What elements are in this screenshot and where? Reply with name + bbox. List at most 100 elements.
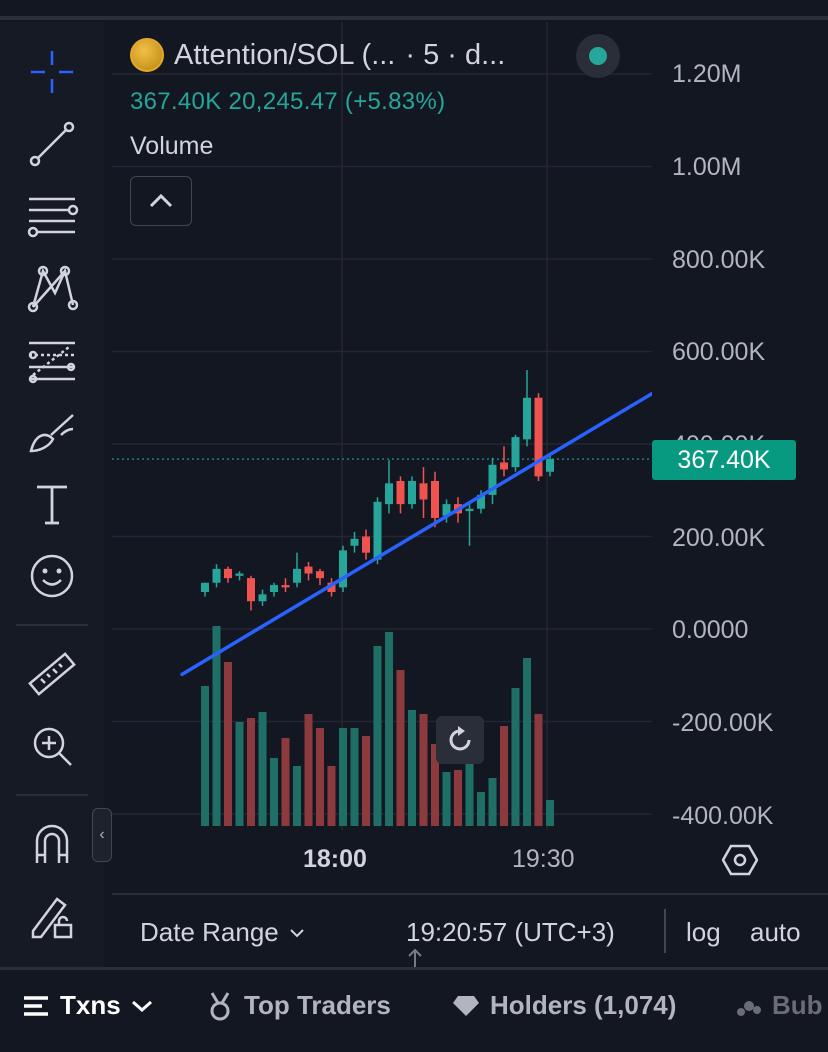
trend-line-icon[interactable] bbox=[20, 112, 84, 176]
candle-body bbox=[304, 566, 313, 574]
tab-txns[interactable]: Txns bbox=[22, 990, 153, 1021]
price-tick: 1.00M bbox=[672, 153, 742, 181]
volume-bar bbox=[500, 726, 508, 826]
candle-body bbox=[212, 568, 221, 583]
candle-body bbox=[477, 494, 485, 509]
date-range-label: Date Range bbox=[140, 917, 279, 947]
chart-canvas[interactable] bbox=[112, 22, 652, 830]
volume-indicator-label[interactable]: Volume bbox=[130, 132, 214, 160]
candle-body bbox=[281, 585, 290, 588]
bottom-divider bbox=[664, 909, 666, 953]
symbol-title[interactable]: Attention/SOL (... bbox=[174, 38, 396, 71]
chart-settings-icon[interactable] bbox=[721, 844, 759, 881]
zoom-icon[interactable] bbox=[20, 714, 84, 778]
fib-icon[interactable] bbox=[20, 328, 84, 392]
volume-bar bbox=[212, 626, 221, 826]
status-dot-icon bbox=[589, 47, 607, 65]
volume-bar bbox=[385, 632, 393, 826]
auto-toggle[interactable]: auto bbox=[750, 917, 801, 947]
brush-icon[interactable] bbox=[20, 400, 84, 464]
toolbar-divider-2 bbox=[16, 794, 88, 796]
crosshair-icon[interactable] bbox=[20, 40, 84, 104]
quote-line: 367.40K 20,245.47 (+5.83%) bbox=[130, 88, 445, 116]
chevron-up-icon bbox=[149, 193, 173, 208]
volume-bar bbox=[304, 714, 313, 826]
tab-holders-label: Holders (1,074) bbox=[490, 990, 677, 1020]
candle-body bbox=[316, 571, 324, 579]
date-range-dropdown[interactable]: Date Range bbox=[140, 917, 305, 948]
volume-bar bbox=[431, 744, 439, 826]
tab-txns-label: Txns bbox=[60, 990, 121, 1020]
volume-bar bbox=[396, 670, 405, 826]
price-tick: -400.00K bbox=[672, 802, 774, 830]
candle-body bbox=[201, 582, 209, 592]
volume-bar bbox=[201, 686, 209, 826]
candle-body bbox=[534, 397, 543, 477]
tab-holders[interactable]: Holders (1,074) bbox=[452, 990, 676, 1021]
candle-body bbox=[465, 508, 474, 512]
volume-bar bbox=[258, 712, 267, 826]
candle-body bbox=[396, 481, 405, 505]
tab-bubble-label: Bub bbox=[772, 990, 823, 1020]
price-tick: -200.00K bbox=[672, 709, 774, 737]
magnet-icon[interactable] bbox=[20, 812, 84, 876]
candle-body bbox=[373, 501, 382, 560]
candle-body bbox=[546, 459, 554, 472]
top-bar bbox=[0, 0, 828, 22]
candle-body bbox=[350, 538, 359, 546]
interval-label[interactable]: · 5 · d... bbox=[405, 38, 506, 71]
quote-price: 367.40K bbox=[130, 88, 222, 115]
volume-bar bbox=[477, 792, 485, 826]
candle-body bbox=[488, 464, 497, 495]
timezone-clock[interactable]: 19:20:57 (UTC+3) bbox=[406, 917, 615, 947]
price-axis[interactable]: 1.20M 1.00M 800.00K 600.00K 400.00K 200.… bbox=[652, 22, 828, 830]
candle-body bbox=[511, 437, 520, 468]
volume-bar bbox=[316, 728, 324, 826]
candle-body bbox=[258, 594, 267, 602]
volume-bar bbox=[454, 770, 462, 826]
volume-bar bbox=[546, 800, 554, 826]
tab-bubble[interactable]: Bub bbox=[736, 990, 823, 1021]
volume-bar bbox=[293, 766, 301, 826]
volume-bar bbox=[373, 646, 382, 826]
volume-bar bbox=[235, 722, 244, 826]
bubble-icon bbox=[737, 1000, 761, 1016]
log-toggle[interactable]: log bbox=[686, 917, 721, 947]
volume-bar bbox=[339, 728, 347, 826]
horizontal-lines-icon[interactable] bbox=[20, 184, 84, 248]
bottom-tabs: Txns Top Traders Holders (1,074) Bub bbox=[0, 967, 828, 1052]
pattern-icon[interactable] bbox=[20, 256, 84, 320]
medal-icon bbox=[210, 991, 230, 1020]
collapse-toolbar-handle[interactable]: ‹ bbox=[92, 808, 112, 862]
emoji-icon[interactable] bbox=[20, 544, 84, 608]
candle-body bbox=[362, 536, 370, 553]
chevron-down-icon bbox=[131, 1000, 152, 1012]
reset-icon bbox=[449, 726, 471, 751]
last-price-tag: 367.40K bbox=[652, 440, 796, 480]
ruler-icon[interactable] bbox=[20, 642, 84, 706]
volume-bar bbox=[350, 728, 359, 826]
trendline bbox=[180, 391, 652, 677]
text-icon[interactable] bbox=[20, 472, 84, 536]
candle-body bbox=[224, 568, 232, 579]
reset-chart-button[interactable] bbox=[436, 716, 484, 764]
volume-bar bbox=[465, 760, 474, 826]
lock-drawing-icon[interactable] bbox=[20, 884, 84, 948]
tab-top-traders[interactable]: Top Traders bbox=[206, 990, 391, 1021]
volume-bar bbox=[488, 778, 497, 826]
candle-body bbox=[293, 568, 301, 583]
volume-bar bbox=[408, 710, 416, 826]
candle-body bbox=[247, 578, 255, 602]
quote-change: 20,245.47 (+5.83%) bbox=[228, 88, 446, 115]
candle-body bbox=[523, 397, 531, 440]
volume-bar bbox=[442, 772, 451, 826]
candle-body bbox=[500, 462, 508, 470]
volume-bar bbox=[270, 758, 278, 826]
time-tick: 19:30 bbox=[512, 845, 575, 873]
candle-body bbox=[408, 481, 416, 505]
volume-bar bbox=[281, 738, 290, 826]
token-logo-icon bbox=[130, 38, 164, 72]
candle-body bbox=[419, 483, 428, 500]
market-status-indicator[interactable] bbox=[576, 34, 620, 78]
collapse-legend-button[interactable] bbox=[130, 176, 192, 226]
